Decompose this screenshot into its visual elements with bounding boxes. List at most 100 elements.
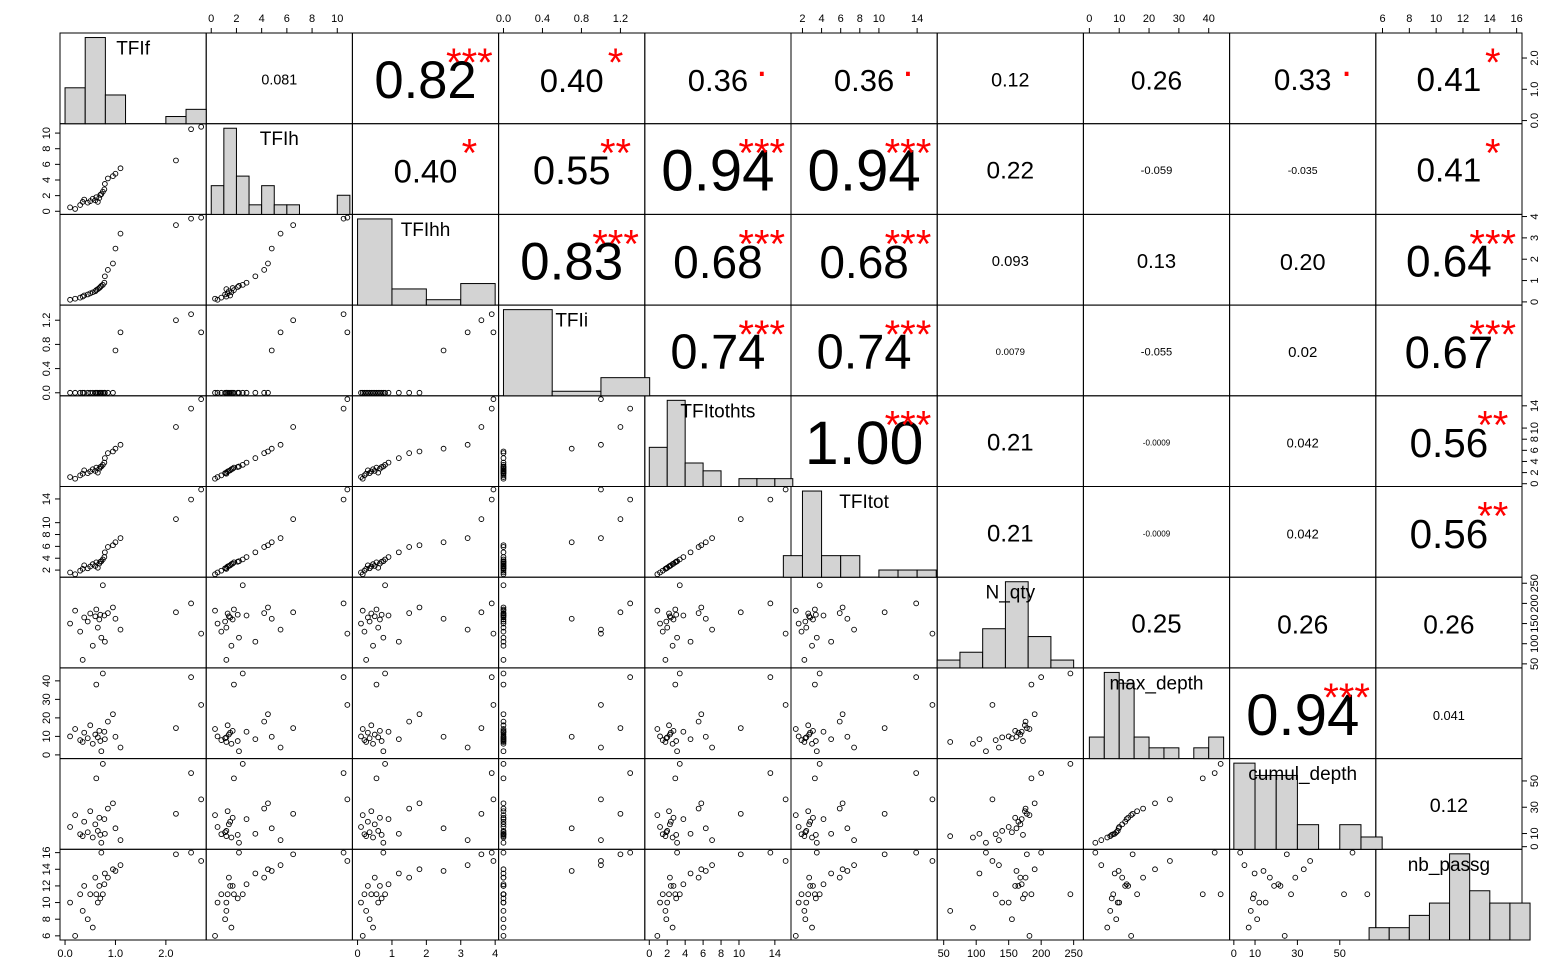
- scatter-point: [680, 816, 687, 822]
- scatter-point: [380, 558, 387, 565]
- scatter-point: [802, 618, 809, 625]
- histogram-bar: [1428, 902, 1451, 941]
- x-tick-label: 6: [1379, 13, 1385, 25]
- correlation-value: 0.40: [394, 153, 458, 190]
- scatter-point: [478, 725, 485, 731]
- scatter-point: [500, 620, 507, 627]
- scatter-point: [72, 726, 78, 732]
- scatter-point: [81, 614, 88, 621]
- scatter-point: [98, 283, 105, 289]
- scatter-point: [828, 736, 834, 743]
- scatter-point: [198, 396, 205, 402]
- scatter-point: [687, 549, 694, 556]
- scatter-point: [117, 165, 124, 172]
- scatter-point: [996, 862, 1002, 868]
- scatter-point: [224, 891, 231, 898]
- scatter-point: [173, 851, 179, 858]
- scatter-point: [218, 891, 225, 898]
- scatter-point: [223, 734, 230, 741]
- scatter-point: [568, 733, 575, 740]
- histogram-bar: [756, 478, 776, 487]
- x-tick-label: 8: [1406, 13, 1412, 25]
- scatter-point: [72, 571, 78, 578]
- scatter-point: [500, 628, 507, 635]
- x-tick-label: 10: [1113, 13, 1125, 25]
- scatter-point: [737, 810, 744, 817]
- scatter-point: [340, 600, 347, 607]
- correlation-value: -0.0009: [1143, 439, 1171, 448]
- scatter-point: [81, 389, 88, 396]
- scatter-point: [440, 445, 447, 452]
- panel: [205, 758, 353, 850]
- scatter-point: [370, 740, 376, 747]
- scatter-point: [805, 722, 812, 729]
- scatter-point: [366, 618, 373, 625]
- scatter-point: [500, 604, 507, 611]
- scatter-point: [344, 630, 351, 637]
- x-tick-label: 4: [492, 948, 498, 960]
- scatter-point: [223, 286, 230, 292]
- scatter-point: [277, 626, 284, 633]
- x-tick-label: 2: [423, 948, 429, 960]
- correlation-value: 0.94: [807, 139, 920, 204]
- correlation-value: 0.0079: [996, 347, 1025, 358]
- scatter-point: [828, 870, 834, 877]
- scatter-point: [1012, 727, 1019, 734]
- panel: [644, 758, 792, 850]
- scatter-point: [98, 839, 105, 846]
- scatter-point: [1275, 881, 1282, 888]
- scatter-point: [1022, 874, 1029, 881]
- scatter-point: [252, 638, 259, 645]
- correlation-value: -0.035: [1288, 165, 1318, 177]
- scatter-point: [365, 562, 371, 569]
- scatter-point: [261, 718, 268, 725]
- significance-stars: ***: [738, 222, 785, 266]
- scatter-point: [340, 770, 347, 776]
- scatter-point: [782, 796, 789, 803]
- scatter-point: [416, 866, 423, 873]
- scatter-point: [568, 539, 575, 546]
- scatter-point: [173, 516, 179, 522]
- scatter-point: [1125, 814, 1132, 821]
- scatter-point: [500, 549, 507, 556]
- scatter-point: [737, 516, 744, 522]
- scatter-point: [810, 814, 816, 821]
- scatter-point: [737, 851, 744, 858]
- scatter-point: [813, 748, 820, 755]
- x-tick-label: 1: [389, 948, 395, 960]
- scatter-point: [676, 670, 683, 677]
- scatter-point: [662, 656, 669, 663]
- y-tick-label: 0.0: [41, 385, 53, 400]
- scatter-point: [627, 496, 634, 503]
- scatter-point: [464, 862, 471, 868]
- scatter-point: [93, 559, 100, 566]
- scatter-point: [669, 924, 676, 931]
- scatter-point: [79, 656, 86, 663]
- scatter-point: [674, 849, 680, 856]
- scatter-point: [767, 496, 774, 503]
- scatter-point: [663, 829, 670, 836]
- correlation-value: 0.042: [1287, 526, 1319, 541]
- scatter-point: [77, 389, 84, 396]
- scatter-point: [947, 908, 954, 914]
- scatter-point: [673, 611, 680, 618]
- scatter-point: [806, 613, 813, 620]
- scatter-point: [79, 739, 86, 745]
- correlation-value: 0.13: [1137, 251, 1176, 273]
- scatter-point: [102, 870, 108, 877]
- scatter-point: [365, 467, 371, 474]
- histogram-bar: [702, 470, 722, 488]
- scatter-point: [223, 469, 230, 476]
- scatter-point: [89, 642, 96, 649]
- correlation-value: 0.36: [688, 63, 748, 98]
- scatter-point: [989, 796, 996, 803]
- scatter-point: [801, 739, 808, 745]
- scatter-point: [970, 740, 976, 747]
- scatter-point: [667, 874, 673, 881]
- scatter-point: [627, 405, 634, 412]
- histogram-bar: [1368, 927, 1390, 941]
- significance-stars: **: [600, 132, 631, 176]
- scatter-point: [820, 881, 827, 888]
- scatter-point: [229, 814, 236, 821]
- scatter-point: [500, 916, 507, 923]
